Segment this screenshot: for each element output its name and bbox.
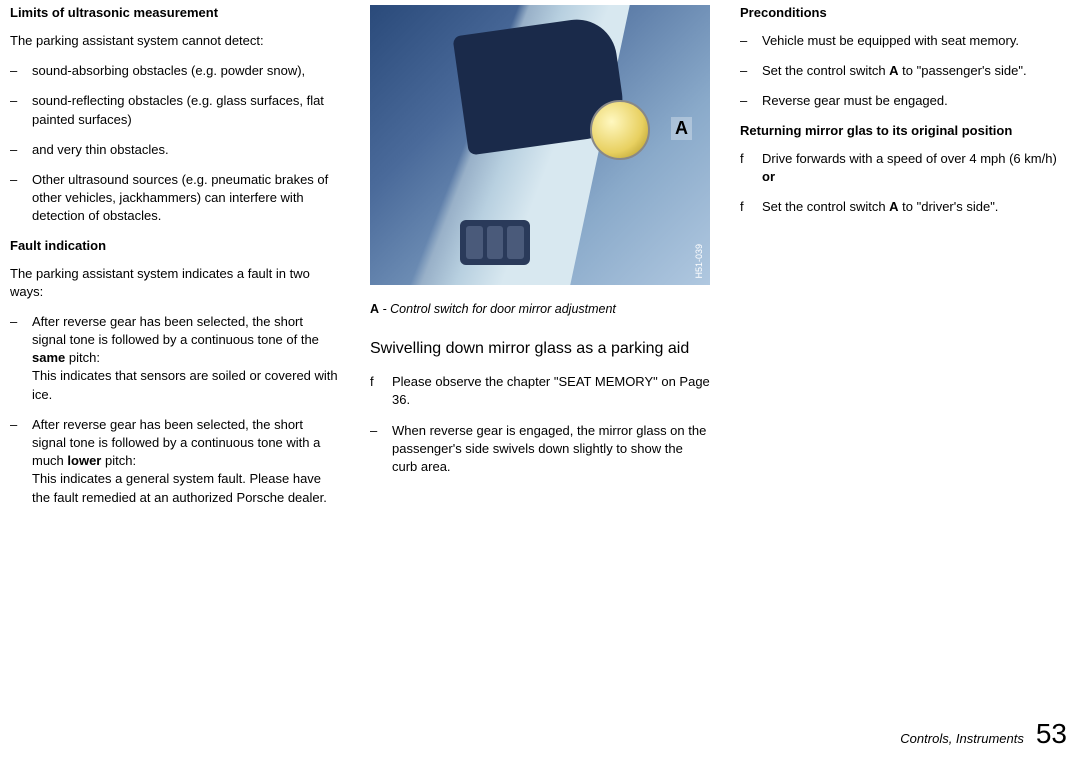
dash-icon: – — [10, 92, 32, 128]
list-text: After reverse gear has been selected, th… — [32, 416, 340, 507]
dash-icon: – — [740, 62, 762, 80]
list-item: –sound-absorbing obstacles (e.g. powder … — [10, 62, 340, 80]
list-item: fPlease observe the chapter "SEAT MEMORY… — [370, 373, 710, 409]
column-left: Limits of ultrasonic measurement The par… — [10, 5, 340, 519]
f-icon: f — [740, 198, 762, 216]
list-item: –Set the control switch A to "passenger'… — [740, 62, 1070, 80]
list-text: sound-absorbing obstacles (e.g. powder s… — [32, 62, 340, 80]
heading-returning: Returning mirror glas to its original po… — [740, 123, 1070, 138]
text-run: Set the control switch — [762, 63, 889, 78]
list-text: sound-reflecting obstacles (e.g. glass s… — [32, 92, 340, 128]
text-run: Drive forwards with a speed of over 4 mp… — [762, 151, 1057, 166]
dash-icon: – — [10, 171, 32, 226]
list-text: When reverse gear is engaged, the mirror… — [392, 422, 710, 477]
dash-icon: – — [740, 32, 762, 50]
caption-label: A — [370, 302, 379, 316]
limits-intro: The parking assistant system cannot dete… — [10, 32, 340, 50]
section-title: Swivelling down mirror glass as a parkin… — [370, 339, 710, 360]
text-run: This indicates a general system fault. P… — [32, 471, 327, 504]
list-item: –Vehicle must be equipped with seat memo… — [740, 32, 1070, 50]
list-text: Set the control switch A to "driver's si… — [762, 198, 1070, 216]
list-text: and very thin obstacles. — [32, 141, 340, 159]
figure-button-panel — [460, 220, 530, 265]
dash-icon: – — [10, 313, 32, 404]
heading-preconditions: Preconditions — [740, 5, 1070, 20]
bold-text: or — [762, 169, 775, 184]
dash-icon: – — [740, 92, 762, 110]
preconditions-list: –Vehicle must be equipped with seat memo… — [740, 32, 1070, 111]
list-item: fSet the control switch A to "driver's s… — [740, 198, 1070, 216]
text-run: pitch: — [65, 350, 100, 365]
heading-fault: Fault indication — [10, 238, 340, 253]
dash-icon: – — [10, 62, 32, 80]
limits-list: –sound-absorbing obstacles (e.g. powder … — [10, 62, 340, 225]
f-icon: f — [370, 373, 392, 409]
heading-limits: Limits of ultrasonic measurement — [10, 5, 340, 20]
text-run: to "driver's side". — [899, 199, 999, 214]
f-icon: f — [740, 150, 762, 186]
dash-icon: – — [10, 141, 32, 159]
figure-caption: A - Control switch for door mirror adjus… — [370, 301, 710, 319]
bold-text: same — [32, 350, 65, 365]
fault-intro: The parking assistant system indicates a… — [10, 265, 340, 301]
text-run: After reverse gear has been selected, th… — [32, 314, 319, 347]
text-run: to "passenger's side". — [899, 63, 1027, 78]
footer-page-number: 53 — [1036, 718, 1067, 750]
list-item: –and very thin obstacles. — [10, 141, 340, 159]
text-run: This indicates that sensors are soiled o… — [32, 368, 338, 401]
figure-knob — [590, 100, 650, 160]
dash-icon: – — [370, 422, 392, 477]
list-item: –Reverse gear must be engaged. — [740, 92, 1070, 110]
list-text: After reverse gear has been selected, th… — [32, 313, 340, 404]
mirror-figure: A H51-039 — [370, 5, 710, 285]
bold-text: A — [889, 199, 898, 214]
dash-icon: – — [10, 416, 32, 507]
list-item: – After reverse gear has been selected, … — [10, 416, 340, 507]
column-middle: A H51-039 A - Control switch for door mi… — [370, 5, 710, 519]
list-text: Drive forwards with a speed of over 4 mp… — [762, 150, 1070, 186]
list-item: fDrive forwards with a speed of over 4 m… — [740, 150, 1070, 186]
figure-code: H51-039 — [694, 244, 704, 279]
swivel-list: fPlease observe the chapter "SEAT MEMORY… — [370, 373, 710, 476]
list-item: –When reverse gear is engaged, the mirro… — [370, 422, 710, 477]
list-text: Vehicle must be equipped with seat memor… — [762, 32, 1070, 50]
figure-label-a: A — [671, 117, 692, 140]
list-item: –sound-reflecting obstacles (e.g. glass … — [10, 92, 340, 128]
bold-text: A — [889, 63, 898, 78]
list-text: Reverse gear must be engaged. — [762, 92, 1070, 110]
list-text: Other ultrasound sources (e.g. pneumatic… — [32, 171, 340, 226]
fault-list: – After reverse gear has been selected, … — [10, 313, 340, 507]
caption-text: - Control switch for door mirror adjustm… — [379, 302, 616, 316]
column-right: Preconditions –Vehicle must be equipped … — [740, 5, 1070, 519]
list-item: – After reverse gear has been selected, … — [10, 313, 340, 404]
list-item: –Other ultrasound sources (e.g. pneumati… — [10, 171, 340, 226]
page-footer: Controls, Instruments 53 — [900, 718, 1067, 750]
text-run: pitch: — [101, 453, 136, 468]
footer-section: Controls, Instruments — [900, 731, 1024, 746]
list-text: Please observe the chapter "SEAT MEMORY"… — [392, 373, 710, 409]
text-run: Set the control switch — [762, 199, 889, 214]
bold-text: lower — [67, 453, 101, 468]
returning-list: fDrive forwards with a speed of over 4 m… — [740, 150, 1070, 217]
list-text: Set the control switch A to "passenger's… — [762, 62, 1070, 80]
